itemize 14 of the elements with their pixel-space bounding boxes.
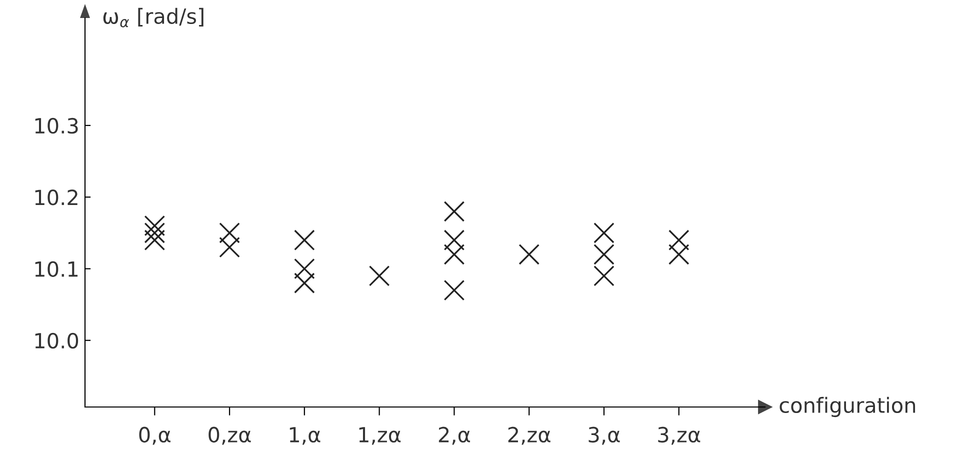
y-axis-title: ω$_{α}$ [rad/s] [103,8,204,28]
y-tick-label: 10.2 [35,190,78,206]
y-tick-label: 10.0 [35,332,78,349]
y-tick-label: 10.3 [35,118,78,134]
x-tick-label: 2,α [438,426,470,445]
x-tick-label: 3,zα [658,426,700,445]
x-tick-label: 0,zα [208,426,251,445]
x-tick-label: 1,α [290,427,320,445]
y-tick-label: 10.1 [35,261,78,277]
x-tick-label: 2,zα [508,426,550,445]
x-tick-label: 3,α [588,426,620,445]
x-tick-label: 0,α [139,426,170,445]
x-axis-title: configuration [780,396,916,418]
x-tick-label: 1,zα [359,427,401,445]
